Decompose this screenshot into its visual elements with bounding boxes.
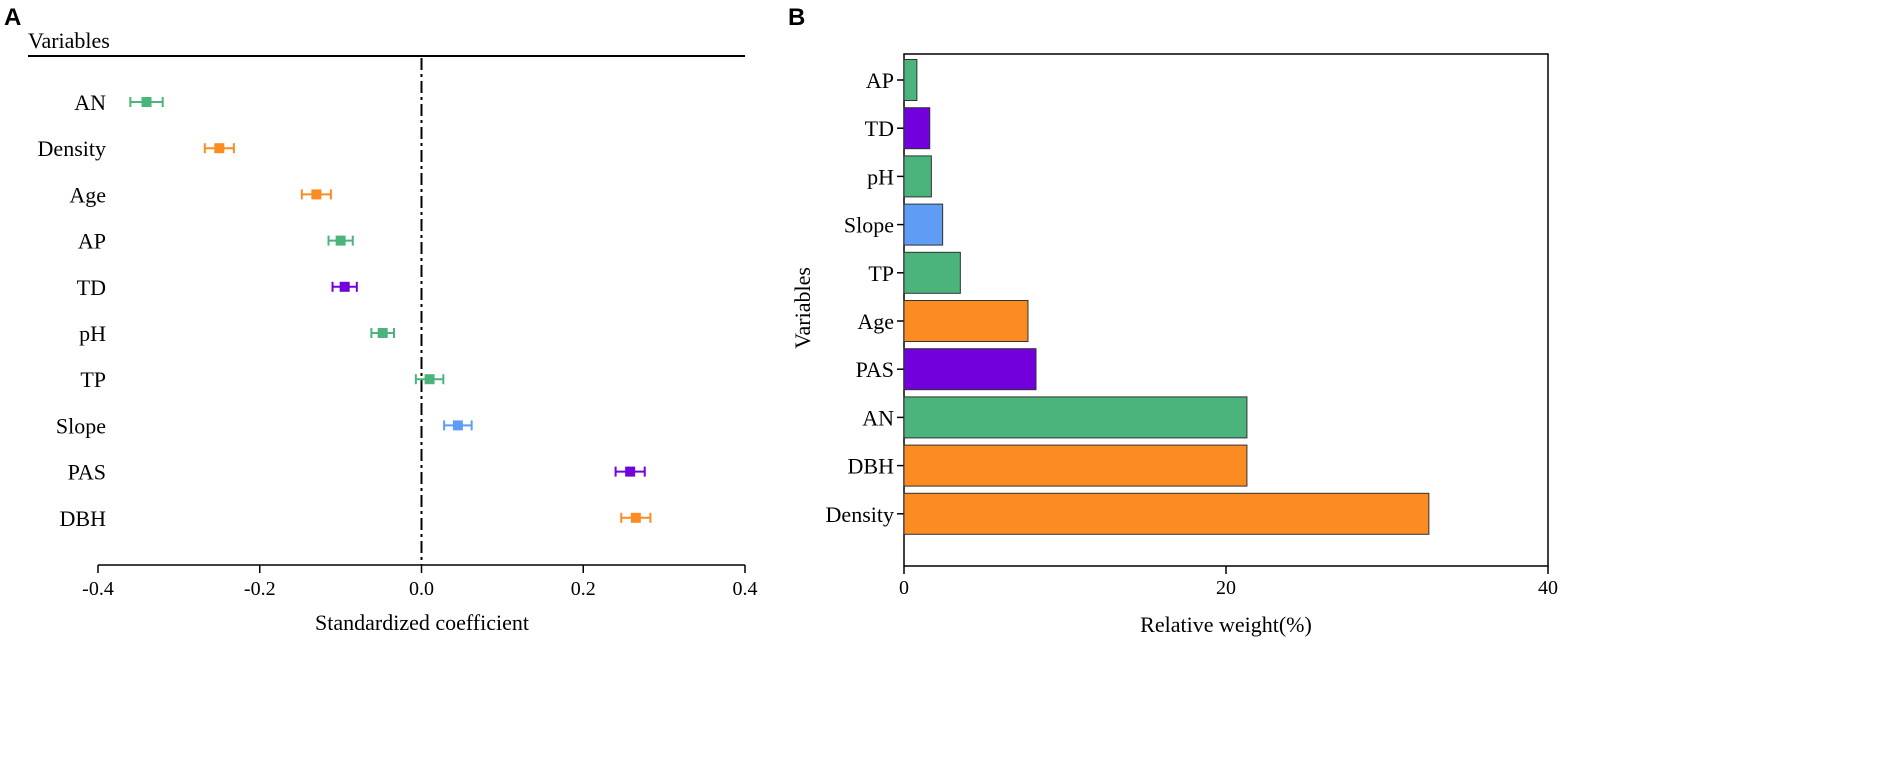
panel-a-point-marker [377,328,388,338]
panel-b-bar-pas [903,348,1037,391]
panel-a-x-tick-label: -0.4 [82,578,114,600]
panel-b-y-tick-label: Density [826,502,894,527]
panel-a-point-marker [625,466,636,477]
panel-a-x-tick-label: -0.2 [244,578,276,600]
panel-b-bar-age [903,300,1029,342]
panel-a-point-tp [414,374,445,385]
panel-a-x-ticks: -0.4 -0.2 0.0 0.2 0.4 [82,565,758,600]
panel-b-y-tick-label: Slope [844,213,894,238]
panel-b-bar-density [903,492,1430,535]
panel-a-point-marker [214,143,225,154]
panel-b-y-title: Variables [790,267,815,349]
panel-a-point-ap [327,235,354,246]
panel-a-point-ph [370,328,396,338]
panel-b-bars: AP TD pH Slope TP Age PAS AN DBH Density [826,59,1430,535]
panel-b-y-tick-label: TP [868,261,894,286]
panel-a-row-label: Slope [56,413,106,438]
panel-a-point-marker [339,281,350,292]
panel-a-letter: A [4,4,21,31]
panel-a-header: Variables [28,28,110,53]
panel-b-bar-td [903,107,931,150]
panel-b-bar-an [903,396,1248,439]
panel-a-point-marker [424,374,435,385]
panel-a-point-td [331,281,358,292]
panel-a-point-density [203,143,235,154]
panel-a-point-marker [452,420,463,431]
panel-a-row-label: TD [77,275,106,300]
panel-a-point-slope [443,420,473,431]
panel-a-row-label: Density [38,136,106,161]
panel-a-point-pas [614,466,646,477]
panel-a-point-marker [630,512,641,523]
panel-a-row-label: Age [69,182,106,207]
panel-b-x-ticks: 0 20 40 [899,566,1558,599]
panel-a-x-tick-label: 0.4 [733,578,758,600]
panel-a-row-label: DBH [60,506,107,531]
panel-a-row-label: pH [79,321,106,346]
panel-b-bar-ph [903,155,932,198]
panel-a-point-an [129,97,164,107]
panel-b-y-tick-label: Age [857,309,894,334]
panel-b-y-tick-label: pH [867,164,894,189]
panel-b-y-tick-label: PAS [856,357,894,382]
panel-b-bar-ap [903,59,918,101]
panel-b-y-tick-label: AN [862,405,894,430]
panel-a-point-dbh [620,512,652,523]
panel-a: A Variables -0.4 -0.2 0.0 0.2 0.4 ANDensityA… [4,4,758,635]
panel-b: B 0 20 40 APTDpHSlopeTPAgePASANDBHDensity … [788,4,1558,637]
panel-a-x-tick-label: 0.0 [409,578,434,600]
panel-b-x-tick-label: 0 [899,577,909,599]
panel-b-letter: B [788,4,805,31]
panel-a-row-label: TP [80,367,106,392]
panel-b-x-tick-label: 40 [1538,577,1558,599]
panel-a-row-label: AN [74,90,106,115]
panel-b-bar-dbh [903,444,1248,487]
panel-a-point-marker [311,189,322,200]
panel-b-y-tick-label: DBH [848,454,895,479]
panel-a-x-tick-label: 0.2 [571,578,596,600]
panel-a-point-marker [141,97,152,107]
panel-b-y-tick-label: TD [865,116,894,141]
panel-b-y-tick-label: AP [866,68,894,93]
panel-a-rows: AN Density Age AP TD pH TP Slope PAS DBH [38,90,652,531]
panel-a-row-label: AP [78,229,106,254]
panel-a-point-marker [335,235,346,246]
panel-b-bar-tp [903,251,961,294]
panel-a-x-title: Standardized coefficient [315,610,529,635]
panel-b-x-tick-label: 20 [1216,577,1236,599]
panel-b-x-title: Relative weight(%) [1140,612,1312,637]
panel-a-row-label: PAS [68,460,106,485]
panel-a-point-age [300,189,332,200]
panel-b-bar-slope [903,203,944,246]
